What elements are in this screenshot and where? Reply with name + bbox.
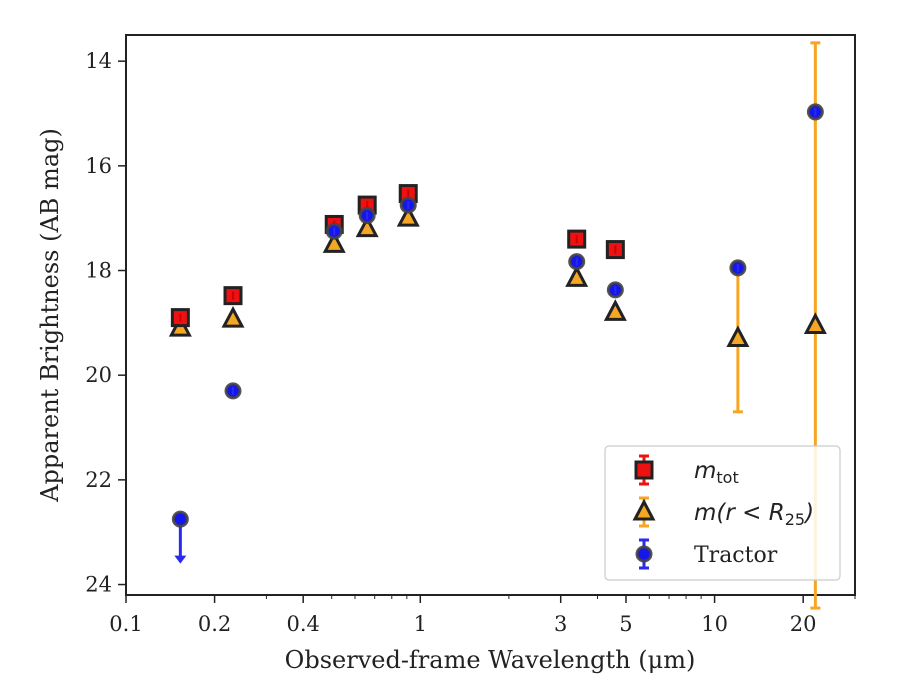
x-tick-label: 1 [414,612,427,636]
x-tick-label: 0.2 [198,612,231,636]
series-triangle [168,41,827,610]
x-tick-label: 0.1 [109,612,142,636]
data-point-triangle [726,325,750,348]
legend-marker-square [634,460,654,480]
x-axis-ticks: 0.1 0.2 0.4 1 3 5 10 20 [109,595,856,636]
y-tick-label: 18 [85,259,112,283]
y-axis-ticks: 14 16 18 20 22 24 [85,49,126,597]
legend-label: m(r < R25) [694,500,814,529]
x-tick-label: 5 [619,612,632,636]
upper-limit-arrowhead [174,555,187,564]
series-square [170,184,625,328]
y-tick-label: 16 [85,154,112,178]
legend-label: Tractor [694,543,778,568]
y-tick-label: 14 [85,49,112,73]
y-tick-label: 20 [85,363,112,387]
legend-box [604,445,841,581]
legend-marker-circle [635,545,653,563]
legend-marker-triangle [632,498,656,521]
y-axis-label: Apparent Brightness (AB mag) [36,128,64,503]
x-tick-label: 20 [790,612,817,636]
legend-label: mtot [694,458,739,487]
series-circle [171,103,824,564]
x-tick-label: 10 [701,612,728,636]
data-point-triangle [803,312,827,334]
data-point-circle [171,510,189,528]
x-tick-label: 0.4 [286,612,319,636]
x-axis-label: Observed-frame Wavelength (μm) [285,646,696,674]
data-points [168,41,827,610]
x-tick-label: 3 [554,612,567,636]
y-tick-label: 22 [85,468,112,492]
y-tick-label: 24 [85,573,112,597]
legend: mtot m(r < R25) Tractor [604,445,841,581]
plot-frame [125,34,856,596]
